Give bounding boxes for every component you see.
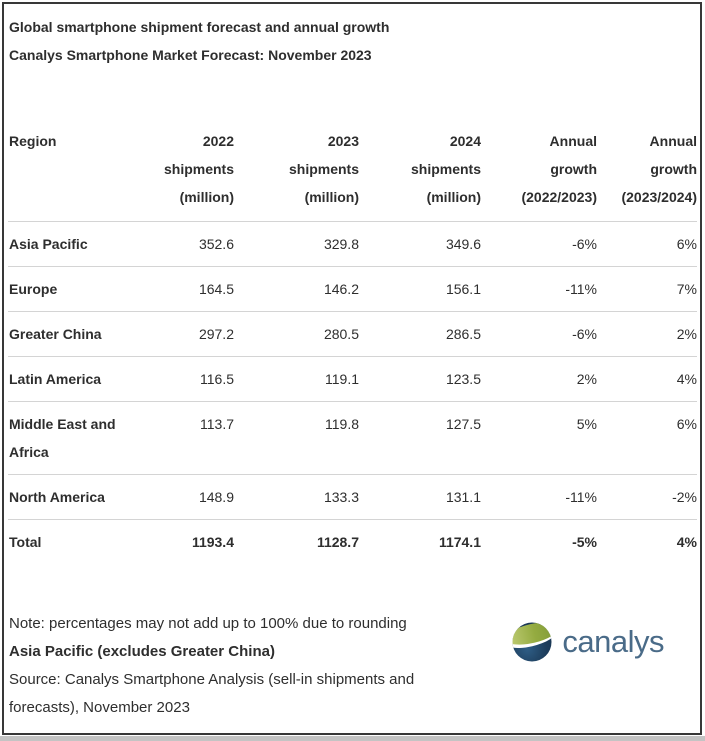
column-header-growth-2022-2023: Annual growth (2022/2023) bbox=[521, 133, 597, 205]
footer-notes: Note: percentages may not add up to 100%… bbox=[9, 610, 414, 722]
value-cell: 116.5 bbox=[200, 371, 234, 387]
value-cell: 1193.4 bbox=[191, 534, 234, 550]
region-cell: Asia Pacific bbox=[9, 236, 88, 252]
table-header-row: Region 2022 shipments (million) 2023 shi… bbox=[8, 119, 697, 222]
value-cell: 6% bbox=[676, 236, 697, 252]
value-cell: 7% bbox=[676, 281, 697, 297]
table-row-europe: Europe 164.5 146.2 156.1 -11% 7% bbox=[8, 266, 697, 312]
value-cell: -11% bbox=[565, 281, 597, 297]
canalys-logo: canalys bbox=[512, 622, 664, 662]
table-row-middle-east-and-africa: Middle East and Africa 113.7 119.8 127.5… bbox=[8, 401, 697, 475]
value-cell: 164.5 bbox=[198, 281, 234, 297]
value-cell: 2% bbox=[576, 371, 597, 387]
value-cell: 127.5 bbox=[445, 416, 481, 432]
image-bottom-edge bbox=[0, 736, 705, 741]
region-cell: Middle East and Africa bbox=[9, 416, 116, 460]
value-cell: 6% bbox=[676, 416, 697, 432]
value-cell: 280.5 bbox=[323, 326, 359, 342]
column-header-growth-2023-2024: Annual growth (2023/2024) bbox=[621, 133, 697, 205]
value-cell: -6% bbox=[572, 326, 597, 342]
value-cell: 119.1 bbox=[325, 371, 359, 387]
chart-subtitle: Canalys Smartphone Market Forecast: Nove… bbox=[9, 47, 372, 63]
value-cell: 329.8 bbox=[323, 236, 359, 252]
column-header-region: Region bbox=[9, 133, 57, 149]
region-cell: Europe bbox=[9, 281, 58, 297]
value-cell: 1128.7 bbox=[316, 534, 359, 550]
canalys-wordmark: canalys bbox=[562, 624, 664, 659]
value-cell: 349.6 bbox=[445, 236, 481, 252]
canalys-globe-icon bbox=[512, 622, 552, 662]
value-cell: 123.5 bbox=[445, 371, 481, 387]
table-row-greater-china: Greater China 297.2 280.5 286.5 -6% 2% bbox=[8, 311, 697, 357]
column-header-2022-shipments: 2022 shipments (million) bbox=[163, 133, 234, 205]
region-cell: Total bbox=[9, 534, 42, 550]
value-cell: -6% bbox=[572, 236, 597, 252]
source-line-1: Source: Canalys Smartphone Analysis (sel… bbox=[9, 671, 415, 688]
value-cell: 133.3 bbox=[323, 489, 359, 505]
table-row-asia-pacific: Asia Pacific 352.6 329.8 349.6 -6% 6% bbox=[8, 221, 697, 267]
column-header-2024-shipments: 2024 shipments (million) bbox=[410, 133, 481, 205]
value-cell: 286.5 bbox=[445, 326, 481, 342]
value-cell: 5% bbox=[576, 416, 597, 432]
value-cell: 4% bbox=[676, 534, 697, 550]
region-cell: Greater China bbox=[9, 326, 102, 342]
column-header-2023-shipments: 2023 shipments (million) bbox=[288, 133, 359, 205]
region-cell: Latin America bbox=[9, 371, 102, 387]
table-row-north-america: North America 148.9 133.3 131.1 -11% -2% bbox=[8, 474, 697, 520]
table-row-latin-america: Latin America 116.5 119.1 123.5 2% 4% bbox=[8, 356, 697, 402]
value-cell: 297.2 bbox=[198, 326, 234, 342]
forecast-table: Region 2022 shipments (million) 2023 shi… bbox=[8, 119, 697, 564]
title-block: Global smartphone shipment forecast and … bbox=[4, 4, 700, 69]
chart-title: Global smartphone shipment forecast and … bbox=[9, 19, 390, 35]
value-cell: -2% bbox=[672, 489, 697, 505]
note-rounding: Note: percentages may not add up to 100%… bbox=[9, 615, 407, 632]
value-cell: 119.8 bbox=[325, 416, 359, 432]
value-cell: -5% bbox=[572, 534, 597, 550]
value-cell: 1174.1 bbox=[438, 534, 481, 550]
value-cell: 2% bbox=[676, 326, 697, 342]
value-cell: 156.1 bbox=[445, 281, 481, 297]
value-cell: 113.7 bbox=[200, 416, 234, 432]
value-cell: -11% bbox=[565, 489, 597, 505]
source-line-2: forecasts), November 2023 bbox=[9, 699, 190, 716]
value-cell: 146.2 bbox=[323, 281, 359, 297]
footer: Note: percentages may not add up to 100%… bbox=[4, 610, 700, 722]
value-cell: 148.9 bbox=[198, 489, 234, 505]
value-cell: 4% bbox=[676, 371, 697, 387]
region-cell: North America bbox=[9, 489, 105, 505]
value-cell: 131.1 bbox=[445, 489, 481, 505]
value-cell: 352.6 bbox=[198, 236, 234, 252]
table-row-total: Total 1193.4 1128.7 1174.1 -5% 4% bbox=[8, 519, 697, 565]
note-asia-pacific: Asia Pacific (excludes Greater China) bbox=[9, 643, 275, 660]
